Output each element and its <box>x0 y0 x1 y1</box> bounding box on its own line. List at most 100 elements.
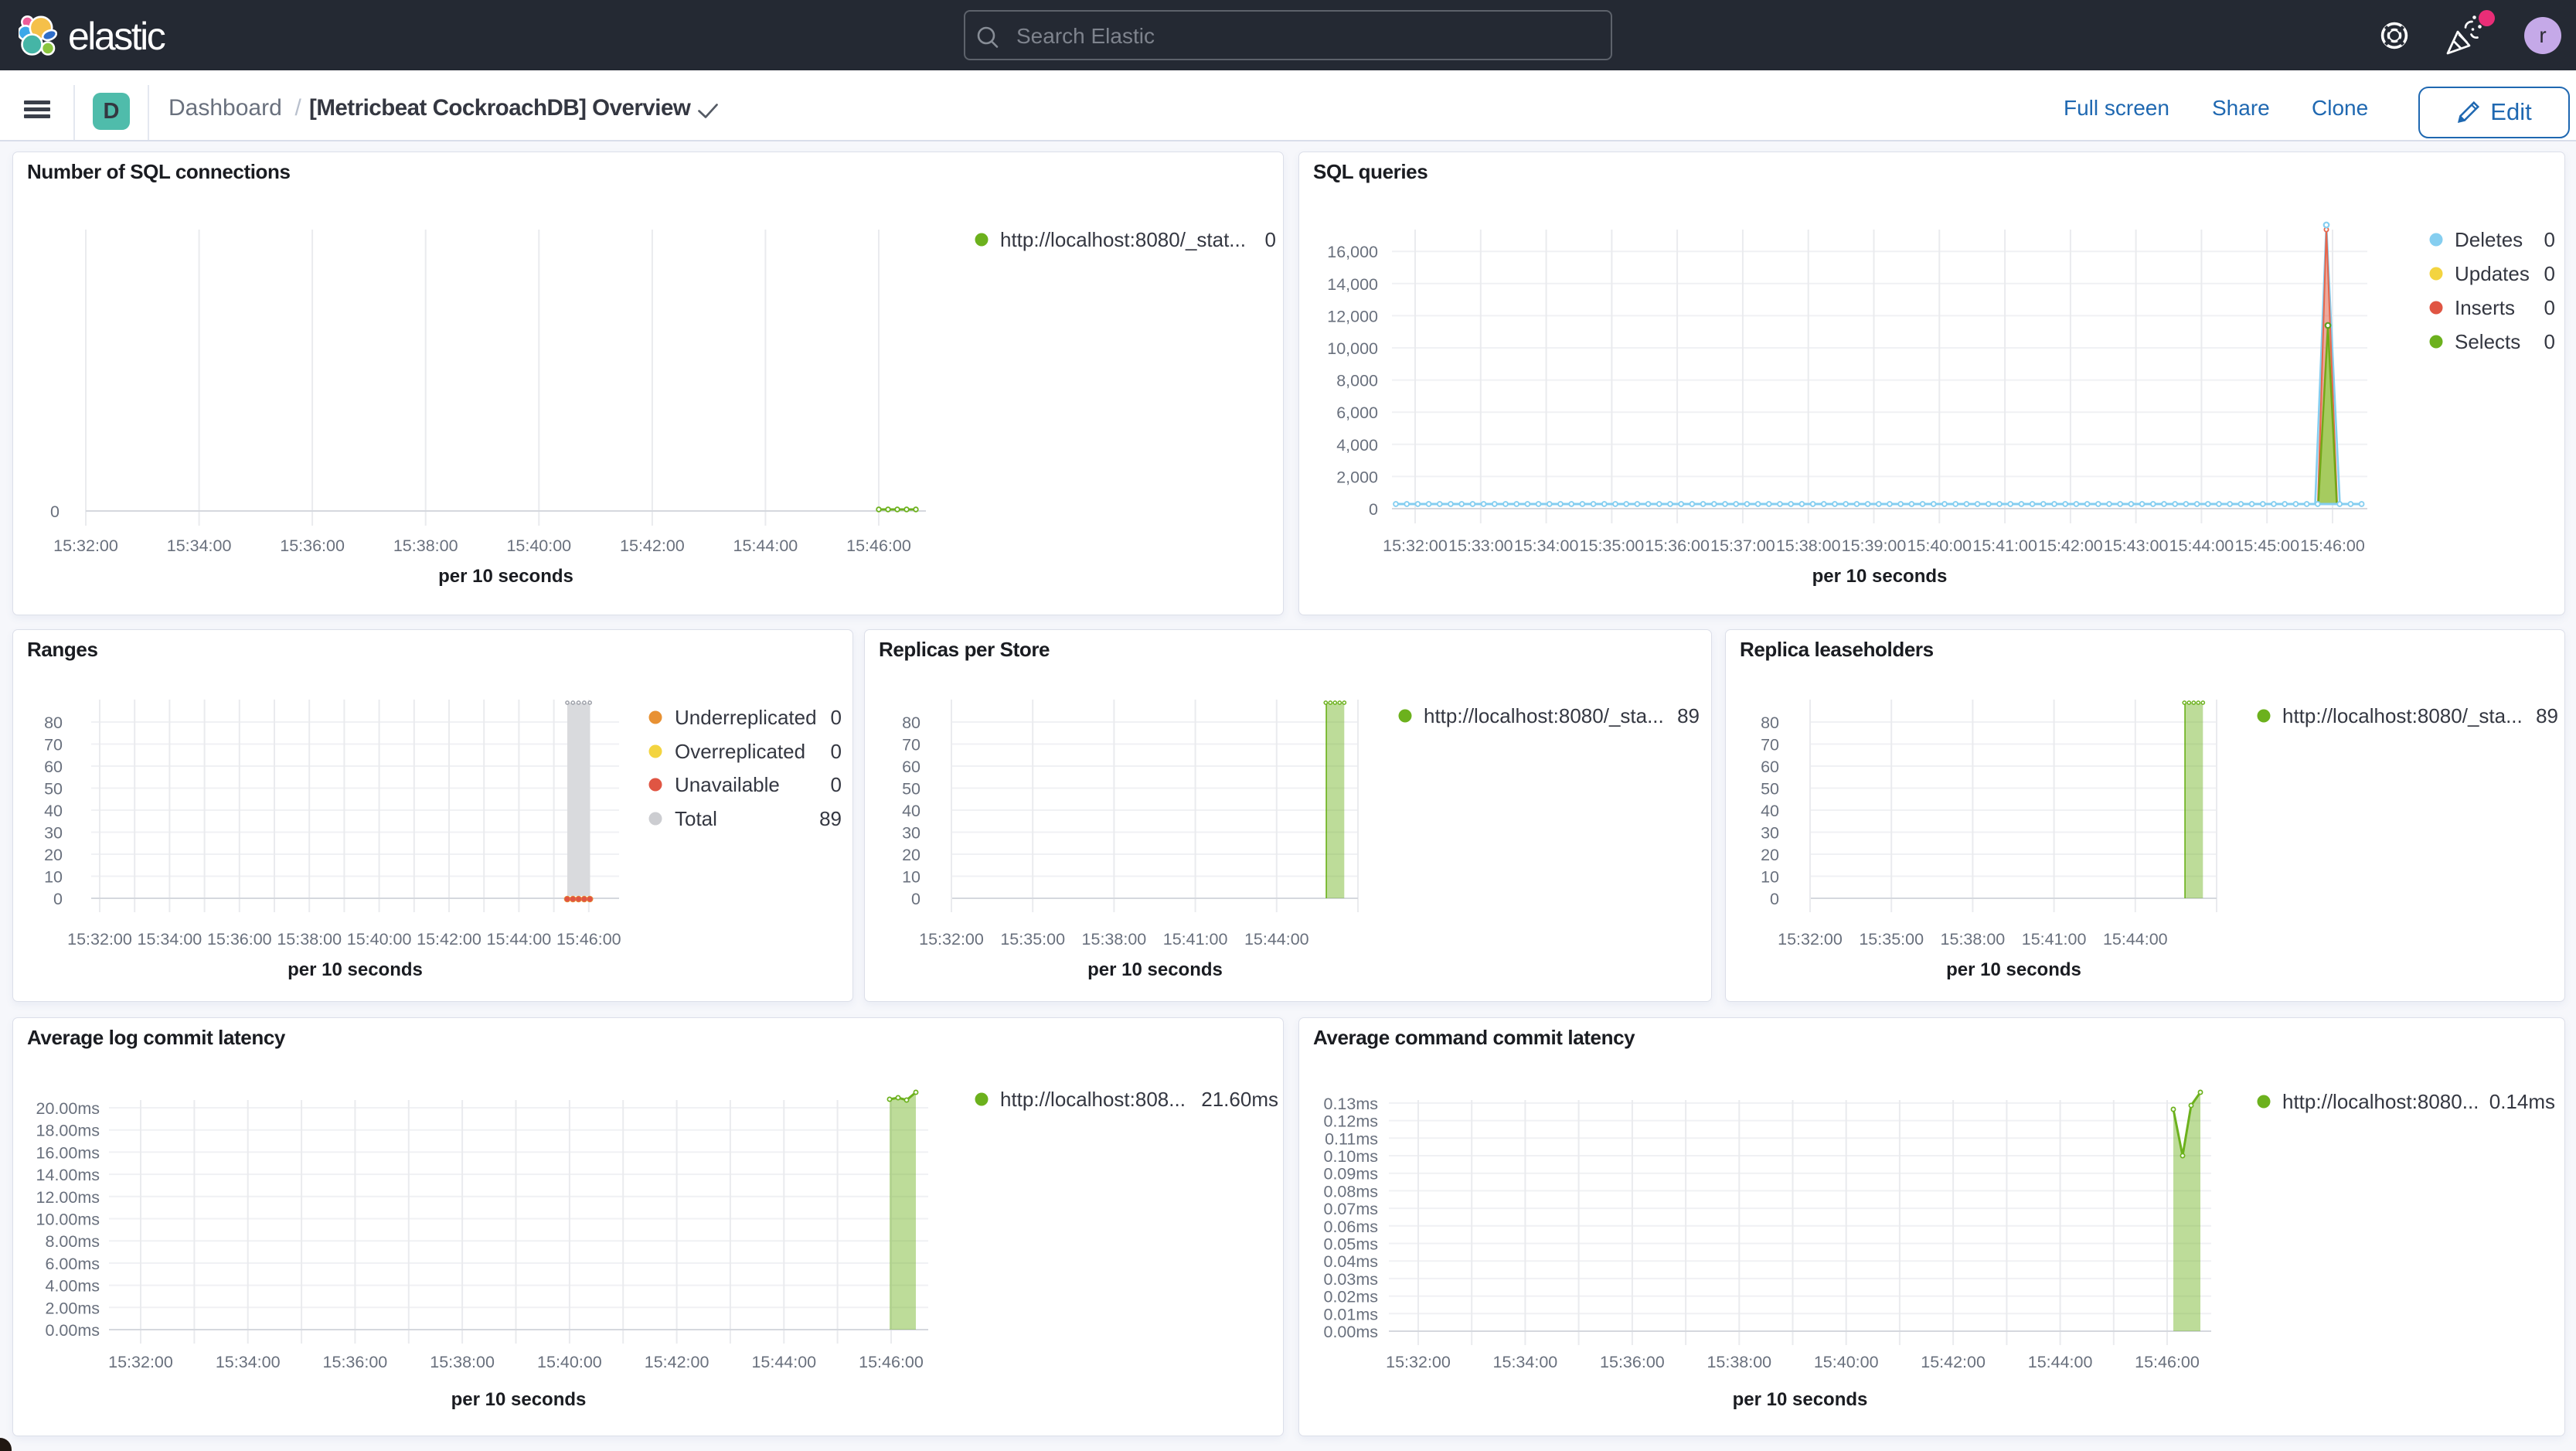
svg-text:15:44:00: 15:44:00 <box>2103 930 2168 949</box>
svg-text:0.02ms: 0.02ms <box>1323 1288 1378 1306</box>
svg-text:per 10 seconds: per 10 seconds <box>1946 959 2081 980</box>
svg-text:http://localhost:808...: http://localhost:808... <box>1000 1088 1186 1111</box>
svg-text:15:46:00: 15:46:00 <box>2300 536 2365 555</box>
svg-text:10: 10 <box>902 868 920 887</box>
svg-text:50: 50 <box>1761 780 1779 799</box>
svg-text:15:32:00: 15:32:00 <box>108 1353 173 1371</box>
svg-text:per 10 seconds: per 10 seconds <box>451 1389 587 1410</box>
svg-text:10,000: 10,000 <box>1327 339 1378 358</box>
svg-text:15:42:00: 15:42:00 <box>620 536 685 555</box>
svg-text:15:38:00: 15:38:00 <box>430 1353 495 1371</box>
svg-text:20: 20 <box>1761 846 1779 864</box>
svg-text:6.00ms: 6.00ms <box>45 1255 100 1273</box>
svg-text:15:44:00: 15:44:00 <box>733 536 798 555</box>
svg-text:14,000: 14,000 <box>1327 275 1378 294</box>
svg-text:15:32:00: 15:32:00 <box>919 930 984 949</box>
svg-text:15:32:00: 15:32:00 <box>1778 930 1843 949</box>
svg-text:http://localhost:8080/_stat...: http://localhost:8080/_stat... <box>1000 228 1246 251</box>
svg-text:15:40:00: 15:40:00 <box>537 1353 602 1371</box>
svg-text:15:40:00: 15:40:00 <box>1907 536 1972 555</box>
svg-text:4.00ms: 4.00ms <box>45 1277 100 1296</box>
svg-text:70: 70 <box>44 736 63 754</box>
svg-text:per 10 seconds: per 10 seconds <box>1733 1389 1868 1410</box>
svg-text:30: 30 <box>44 824 63 843</box>
svg-text:50: 50 <box>44 780 63 799</box>
svg-text:50: 50 <box>902 780 920 799</box>
svg-text:15:38:00: 15:38:00 <box>1941 930 2006 949</box>
svg-text:30: 30 <box>1761 824 1779 843</box>
svg-text:15:36:00: 15:36:00 <box>1645 536 1710 555</box>
svg-text:http://localhost:8080...: http://localhost:8080... <box>2282 1090 2479 1113</box>
svg-text:15:34:00: 15:34:00 <box>216 1353 281 1371</box>
svg-text:15:34:00: 15:34:00 <box>167 536 232 555</box>
svg-text:60: 60 <box>1761 758 1779 776</box>
svg-text:0: 0 <box>2544 296 2555 319</box>
svg-text:0: 0 <box>831 706 842 729</box>
svg-text:Inserts: Inserts <box>2455 296 2515 319</box>
svg-text:12,000: 12,000 <box>1327 307 1378 325</box>
svg-text:0: 0 <box>2544 228 2555 251</box>
svg-text:89: 89 <box>2536 704 2558 727</box>
svg-text:Selects: Selects <box>2455 330 2520 353</box>
svg-text:16.00ms: 16.00ms <box>36 1143 100 1162</box>
svg-text:20: 20 <box>902 846 920 864</box>
svg-text:0: 0 <box>911 890 920 908</box>
svg-text:15:33:00: 15:33:00 <box>1448 536 1513 555</box>
svg-text:80: 80 <box>1761 714 1779 732</box>
svg-text:15:44:00: 15:44:00 <box>487 930 552 949</box>
svg-text:0: 0 <box>50 502 60 521</box>
svg-text:Overreplicated: Overreplicated <box>675 740 805 763</box>
svg-text:20.00ms: 20.00ms <box>36 1099 100 1118</box>
svg-text:15:34:00: 15:34:00 <box>1514 536 1579 555</box>
svg-text:0: 0 <box>53 890 63 908</box>
svg-text:15:32:00: 15:32:00 <box>1383 536 1448 555</box>
svg-text:0.00ms: 0.00ms <box>1323 1323 1378 1341</box>
svg-text:15:38:00: 15:38:00 <box>1707 1353 1771 1371</box>
svg-text:15:42:00: 15:42:00 <box>645 1353 710 1371</box>
svg-text:0.12ms: 0.12ms <box>1323 1112 1378 1131</box>
svg-text:0.01ms: 0.01ms <box>1323 1305 1378 1323</box>
svg-text:20: 20 <box>44 846 63 864</box>
svg-text:0.09ms: 0.09ms <box>1323 1165 1378 1184</box>
svg-text:per 10 seconds: per 10 seconds <box>1812 566 1948 587</box>
svg-text:15:40:00: 15:40:00 <box>1814 1353 1879 1371</box>
svg-text:40: 40 <box>1761 802 1779 820</box>
svg-text:15:42:00: 15:42:00 <box>2038 536 2103 555</box>
svg-text:4,000: 4,000 <box>1336 436 1378 455</box>
svg-text:http://localhost:8080/_sta...: http://localhost:8080/_sta... <box>2282 704 2523 727</box>
svg-text:15:46:00: 15:46:00 <box>556 930 621 949</box>
svg-text:0.08ms: 0.08ms <box>1323 1182 1378 1201</box>
svg-text:15:34:00: 15:34:00 <box>138 930 202 949</box>
svg-text:15:46:00: 15:46:00 <box>2135 1353 2200 1371</box>
svg-text:per 10 seconds: per 10 seconds <box>438 566 573 587</box>
svg-text:8.00ms: 8.00ms <box>45 1232 100 1251</box>
svg-text:15:45:00: 15:45:00 <box>2234 536 2299 555</box>
svg-text:0: 0 <box>1770 890 1779 908</box>
svg-text:0: 0 <box>2544 262 2555 285</box>
svg-text:0: 0 <box>831 740 842 763</box>
svg-text:15:38:00: 15:38:00 <box>277 930 342 949</box>
svg-text:15:44:00: 15:44:00 <box>2028 1353 2093 1371</box>
svg-text:15:46:00: 15:46:00 <box>859 1353 924 1371</box>
svg-text:15:35:00: 15:35:00 <box>1859 930 1924 949</box>
svg-text:15:41:00: 15:41:00 <box>2022 930 2087 949</box>
svg-text:15:35:00: 15:35:00 <box>1000 930 1065 949</box>
svg-text:15:44:00: 15:44:00 <box>2169 536 2234 555</box>
svg-text:89: 89 <box>1677 704 1700 727</box>
svg-text:6,000: 6,000 <box>1336 404 1378 422</box>
svg-text:21.60ms: 21.60ms <box>1201 1088 1278 1111</box>
svg-text:30: 30 <box>902 824 920 843</box>
svg-text:per 10 seconds: per 10 seconds <box>1087 959 1223 980</box>
svg-text:0.03ms: 0.03ms <box>1323 1270 1378 1289</box>
svg-text:0: 0 <box>2544 330 2555 353</box>
svg-text:0.00ms: 0.00ms <box>45 1321 100 1340</box>
svg-text:per 10 seconds: per 10 seconds <box>288 959 423 980</box>
svg-text:89: 89 <box>819 807 842 830</box>
svg-text:70: 70 <box>1761 736 1779 754</box>
svg-text:Updates: Updates <box>2455 262 2530 285</box>
svg-text:80: 80 <box>902 714 920 732</box>
svg-text:0.07ms: 0.07ms <box>1323 1200 1378 1218</box>
svg-text:0: 0 <box>1369 500 1378 519</box>
svg-text:2,000: 2,000 <box>1336 468 1378 486</box>
svg-text:0.10ms: 0.10ms <box>1323 1147 1378 1166</box>
